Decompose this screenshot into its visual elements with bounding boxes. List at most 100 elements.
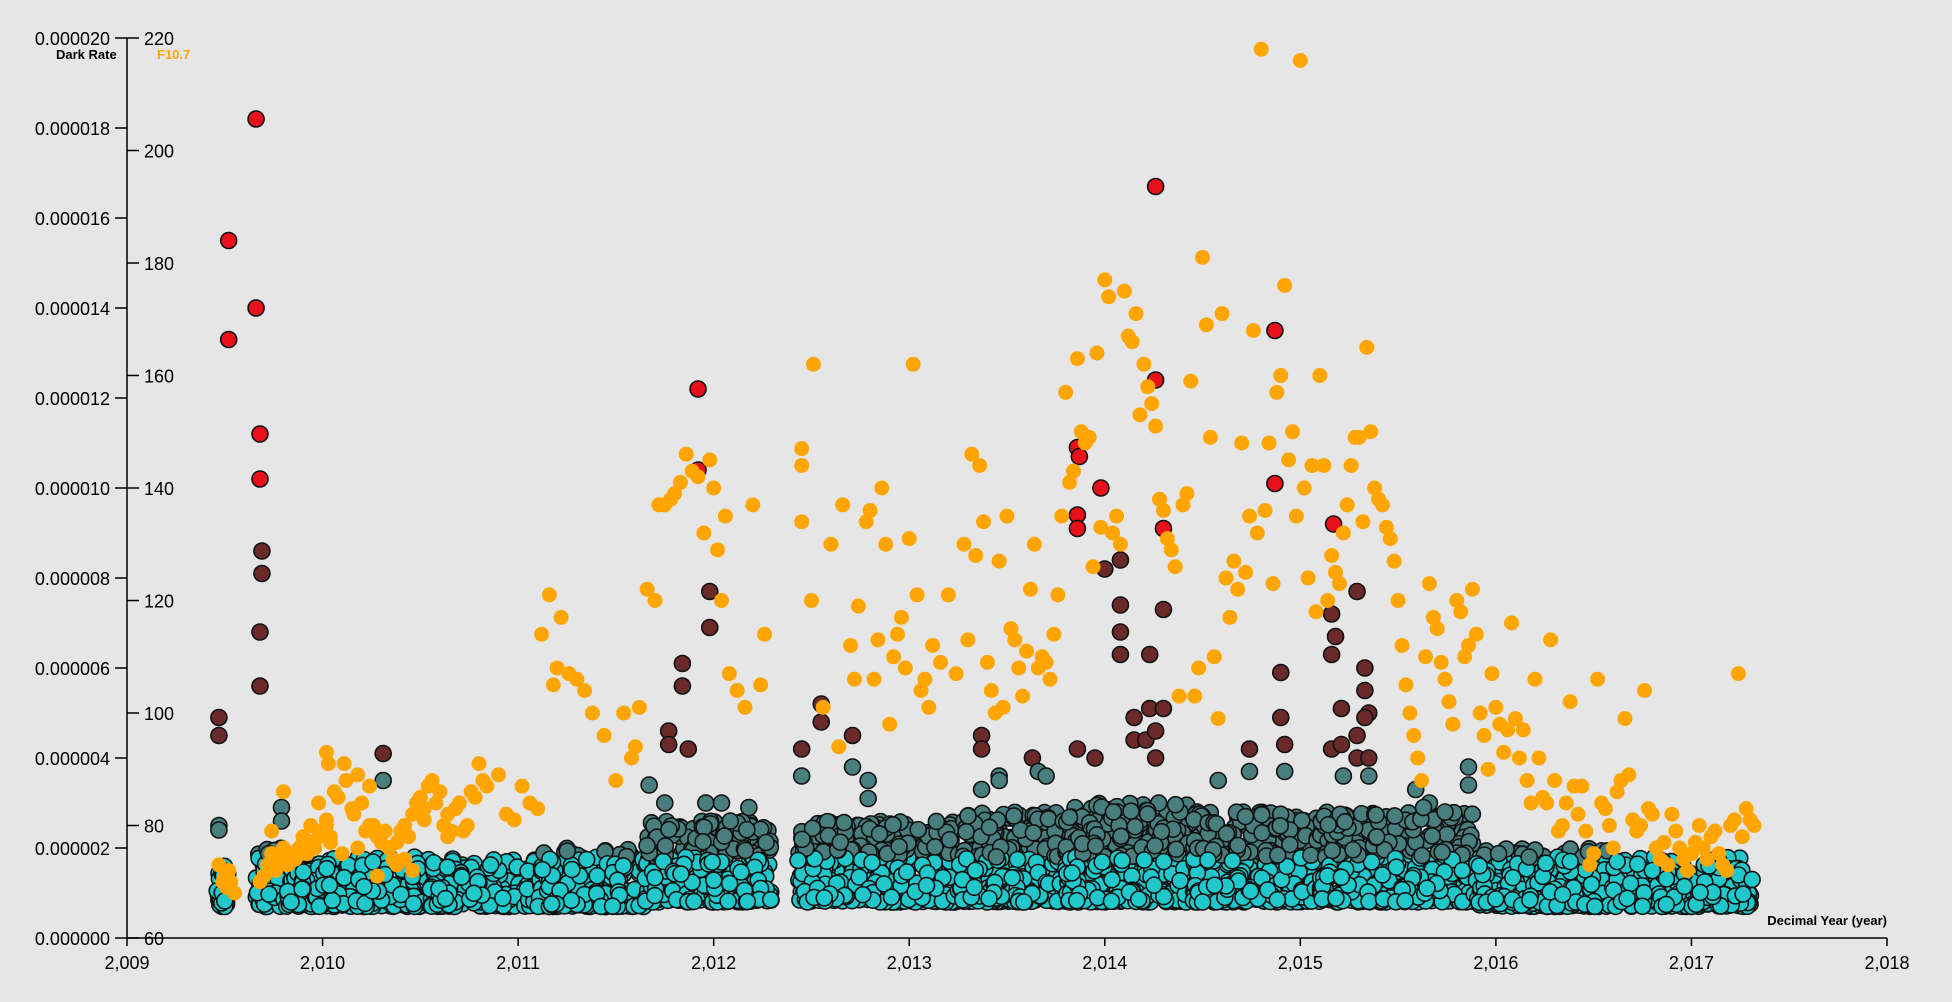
f107-point	[968, 548, 984, 563]
y-left-tick-label: 0.000020	[35, 29, 110, 49]
f107-point	[491, 767, 507, 783]
dark-rate-point	[656, 837, 675, 855]
f107-point	[545, 677, 561, 693]
dark-rate-point	[700, 618, 719, 637]
dark-rate-point	[1193, 893, 1212, 911]
dark-rate-point	[646, 868, 664, 887]
x-tick-label: 2,016	[1473, 953, 1518, 973]
dark-rate-point	[562, 891, 581, 910]
f107-point	[401, 829, 417, 845]
dark-rate-point	[1360, 892, 1378, 911]
f107-point	[534, 626, 550, 642]
dark-rate-point	[1125, 708, 1143, 727]
f107-point	[1136, 356, 1152, 372]
f107-point	[1734, 829, 1750, 845]
dark-rate-point	[645, 886, 664, 905]
f107-point	[1089, 345, 1105, 361]
f107-point	[215, 874, 231, 890]
f107-point	[1112, 536, 1128, 552]
f107-point	[1480, 761, 1496, 777]
f107-point	[1402, 705, 1418, 721]
f107-point	[846, 671, 862, 687]
dark-rate-point	[1463, 805, 1482, 824]
f107-point	[506, 812, 522, 828]
dark-rate-point	[452, 868, 471, 886]
f107-point	[1390, 593, 1406, 608]
f107-point	[794, 514, 810, 530]
dark-rate-point	[1140, 645, 1159, 664]
y-right-tick-label: 80	[144, 817, 164, 837]
dark-rate-point	[1520, 848, 1538, 866]
f107-point	[1230, 581, 1246, 597]
f107-point	[1496, 744, 1512, 760]
f107-point	[729, 683, 745, 698]
f107-point	[1238, 564, 1254, 580]
dark-rate-point	[1423, 827, 1442, 845]
f107-point	[1531, 750, 1547, 766]
f107-point	[1730, 666, 1746, 682]
dark-rate-point	[1326, 627, 1345, 646]
dark-rate-point	[563, 860, 581, 879]
dark-rate-point	[638, 836, 656, 855]
dark-rate-point	[1633, 897, 1652, 916]
dark-rate-point	[640, 776, 658, 794]
f107-point	[1046, 626, 1062, 642]
f107-point	[631, 699, 647, 715]
f107-point	[1022, 581, 1038, 597]
dark-rate-point	[940, 830, 959, 849]
dark-rate-point	[655, 794, 674, 812]
f107-point	[1660, 857, 1676, 873]
f107-point	[432, 784, 448, 800]
dark-rate-point	[1323, 841, 1342, 860]
f107-point	[1069, 351, 1085, 367]
dark-rate-point	[1092, 479, 1110, 497]
f107-point	[1633, 818, 1649, 833]
x-axis-title: Decimal Year (year)	[1767, 913, 1887, 928]
dark-rate-point	[719, 892, 737, 910]
dark-rate-point	[1015, 893, 1033, 911]
f107-point	[870, 632, 886, 648]
dark-rate-point	[1459, 758, 1478, 776]
f107-point	[1116, 283, 1132, 299]
f107-point	[690, 469, 706, 485]
dark-rate-point	[738, 820, 756, 839]
f107-point	[471, 756, 487, 772]
dark-rate-point	[1024, 824, 1043, 842]
dark-rate-point	[251, 470, 269, 488]
f107-point	[350, 840, 366, 856]
dark-rate-point	[673, 677, 692, 695]
f107-point	[1179, 486, 1195, 502]
f107-point	[322, 829, 338, 845]
dark-rate-point	[1344, 840, 1362, 859]
f107-point	[1288, 508, 1304, 524]
dark-rate-point	[843, 758, 862, 776]
f107-point	[1453, 604, 1469, 620]
f107-point	[303, 818, 319, 833]
x-tick-label: 2,012	[691, 953, 736, 973]
dark-rate-point	[1102, 892, 1121, 911]
f107-point	[1590, 671, 1606, 687]
dark-rate-point	[927, 812, 946, 831]
f107-point	[1261, 435, 1277, 451]
dark-rate-point	[965, 878, 984, 897]
dark-rate-point	[1060, 808, 1079, 827]
dark-rate-point	[789, 851, 807, 870]
f107-point	[803, 593, 819, 608]
f107-point	[1398, 677, 1414, 693]
f107-point	[1374, 497, 1390, 513]
f107-point	[1746, 818, 1762, 833]
f107-point	[1171, 688, 1187, 704]
f107-point	[1312, 368, 1328, 383]
f107-point	[1726, 812, 1742, 828]
dark-rate-point	[732, 863, 750, 881]
f107-point	[1085, 559, 1101, 575]
dark-rate-point	[1252, 805, 1271, 824]
f107-point	[1320, 593, 1336, 608]
dark-rate-point	[1438, 825, 1456, 844]
f107-point	[878, 536, 894, 552]
f107-point	[541, 587, 557, 603]
f107-point	[1527, 671, 1543, 687]
f107-point	[1285, 424, 1301, 440]
f107-point	[1429, 621, 1445, 637]
f107-point	[889, 626, 905, 642]
